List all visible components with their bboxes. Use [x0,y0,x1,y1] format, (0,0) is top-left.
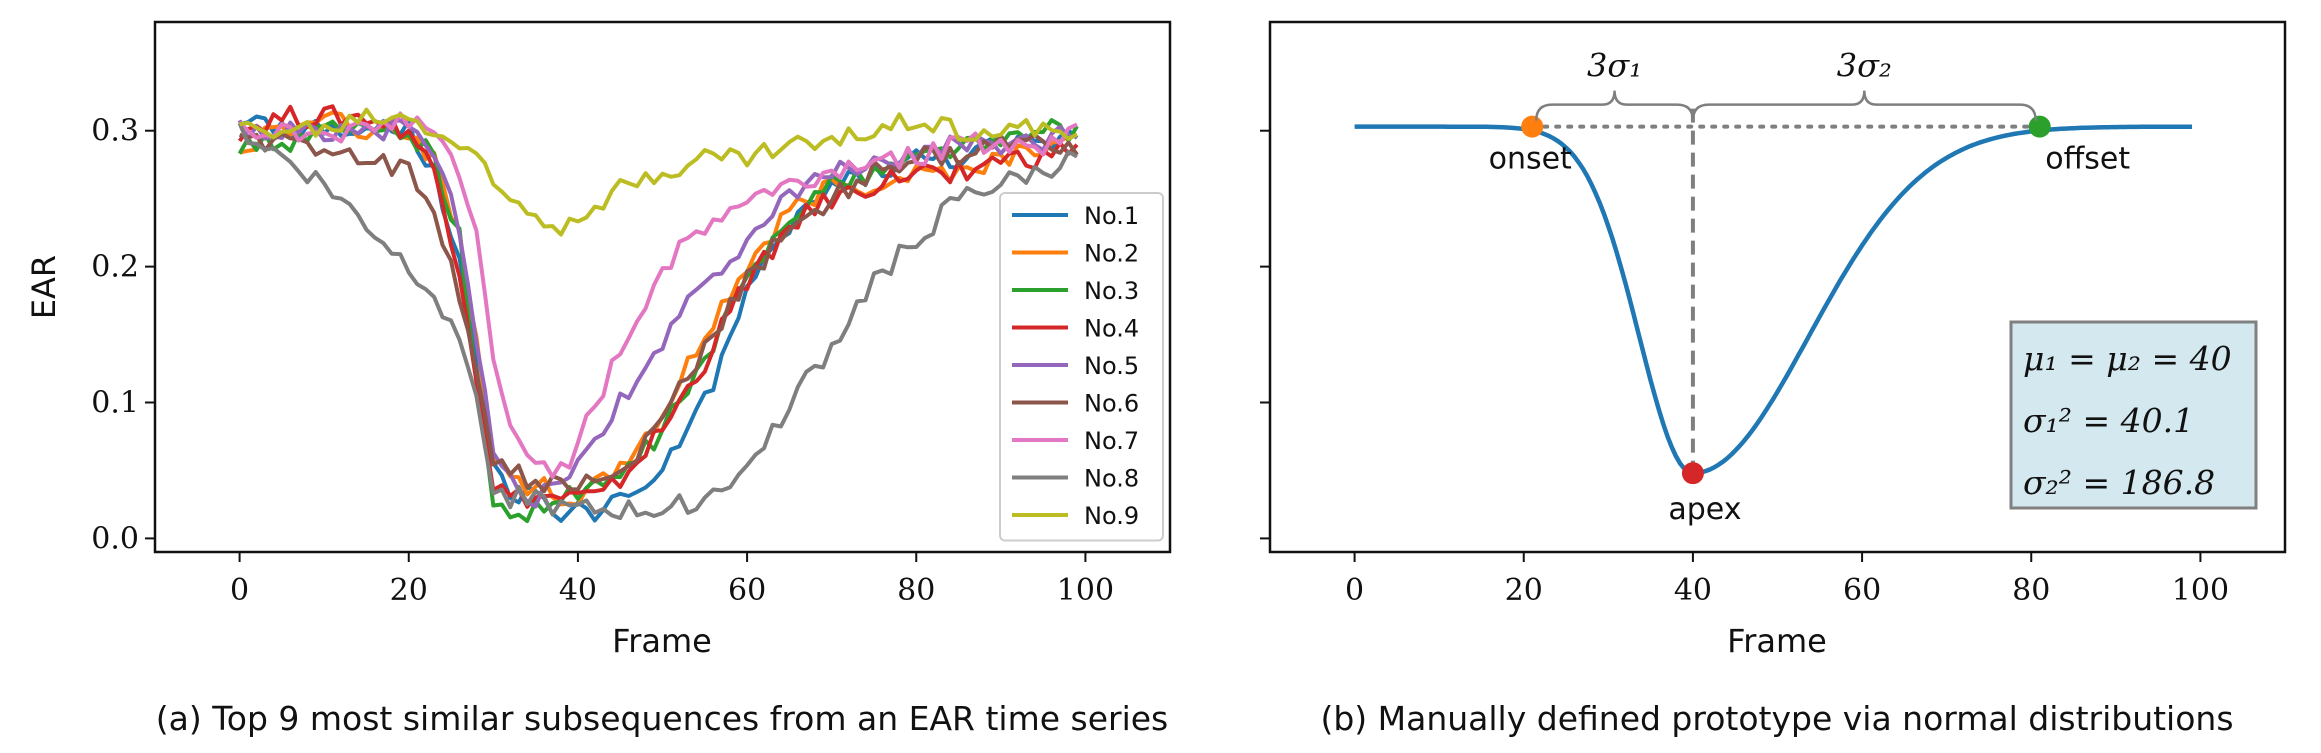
panel-a-x-axis-label: Frame [612,622,712,660]
panel-b-x-tick-label: 60 [1843,573,1881,608]
panel-a-x-tick-label: 100 [1057,573,1114,608]
panel-a-caption: (a) Top 9 most similar subsequences from… [156,699,1169,738]
legend-label: No.2 [1084,240,1139,268]
series-line-no8 [237,122,1079,521]
legend-label: No.7 [1084,427,1139,455]
panel-a-x-tick-label: 60 [728,573,766,608]
legend-label: No.4 [1084,315,1139,343]
offset-point [2028,115,2051,138]
legend-label: No.6 [1084,390,1139,418]
apex-label: apex [1668,492,1741,527]
legend-label: No.8 [1084,465,1139,493]
legend-frame [999,192,1164,542]
panel-a-ear-subsequences: 0 20 40 60 80 100 0.0 0.1 0.2 0.3 Frame EAR No.1… [25,20,1172,738]
info-box-line: μ₁ = μ₂ = 40 [2023,339,2232,378]
panel-b-x-tick-label: 80 [2012,573,2050,608]
legend-label: No.1 [1084,202,1139,230]
sigma1-brace-label: 3σ₁ [1587,47,1642,85]
panel-a-y-tick-label: 0.2 [91,250,139,285]
legend-label: No.3 [1084,277,1139,305]
panel-b-key-points: onset apex offset [1489,115,2130,527]
panel-b-y-axis [1260,129,1270,540]
panel-b-x-tick-label: 100 [2172,573,2229,608]
panel-b-x-axis-label: Frame [1727,622,1827,660]
panel-a-x-axis: 0 20 40 60 80 100 [230,552,1114,608]
series-line-no6 [239,131,1079,494]
panel-b-prototype: onset apex offset 3σ₁ 3σ₂ 0 20 40 60 80 100 μ₁ =… [1260,20,2287,738]
legend-label: No.5 [1084,352,1139,380]
panel-a-series-group [237,104,1079,523]
panel-a-x-tick-label: 40 [559,573,597,608]
offset-label: offset [2045,142,2130,177]
onset-point [1521,115,1544,138]
parameter-info-box: μ₁ = μ₂ = 40 σ₁² = 40.1 σ₂² = 186.8 [2009,320,2258,510]
panel-b-x-tick-label: 20 [1505,573,1543,608]
panel-a-legend: No.1 No.2 No.3 No.4 No.5 No.6 No.7 No.8 No.9 [999,192,1164,542]
panel-a-y-axis-label: EAR [25,255,63,319]
panel-a-x-tick-label: 0 [230,573,249,608]
info-box-line: σ₂² = 186.8 [2023,463,2215,502]
info-box-line: σ₁² = 40.1 [2023,401,2194,440]
panel-b-x-tick-label: 0 [1345,573,1364,608]
panel-b-guides [1530,108,2042,474]
series-line-no9 [239,107,1078,237]
panel-b-x-axis: 0 20 40 60 80 100 [1345,552,2229,608]
apex-point [1681,462,1704,485]
info-box-frame [2009,320,2258,510]
panel-a-y-tick-label: 0.1 [91,386,139,421]
onset-label: onset [1489,142,1572,177]
panel-a-y-tick-label: 0.0 [91,521,139,556]
sigma2-brace-label: 3σ₂ [1837,47,1892,85]
panel-b-caption: (b) Manually defined prototype via norma… [1320,699,2233,738]
legend-label: No.9 [1084,502,1139,530]
panel-a-y-axis: 0.0 0.1 0.2 0.3 [91,114,155,556]
prototype-curve [1354,124,2192,476]
series-line-no7 [238,111,1078,479]
panel-a-x-tick-label: 20 [390,573,428,608]
panel-a-y-tick-label: 0.3 [91,114,139,149]
panel-a-x-tick-label: 80 [897,573,935,608]
panel-b-x-tick-label: 40 [1674,573,1712,608]
